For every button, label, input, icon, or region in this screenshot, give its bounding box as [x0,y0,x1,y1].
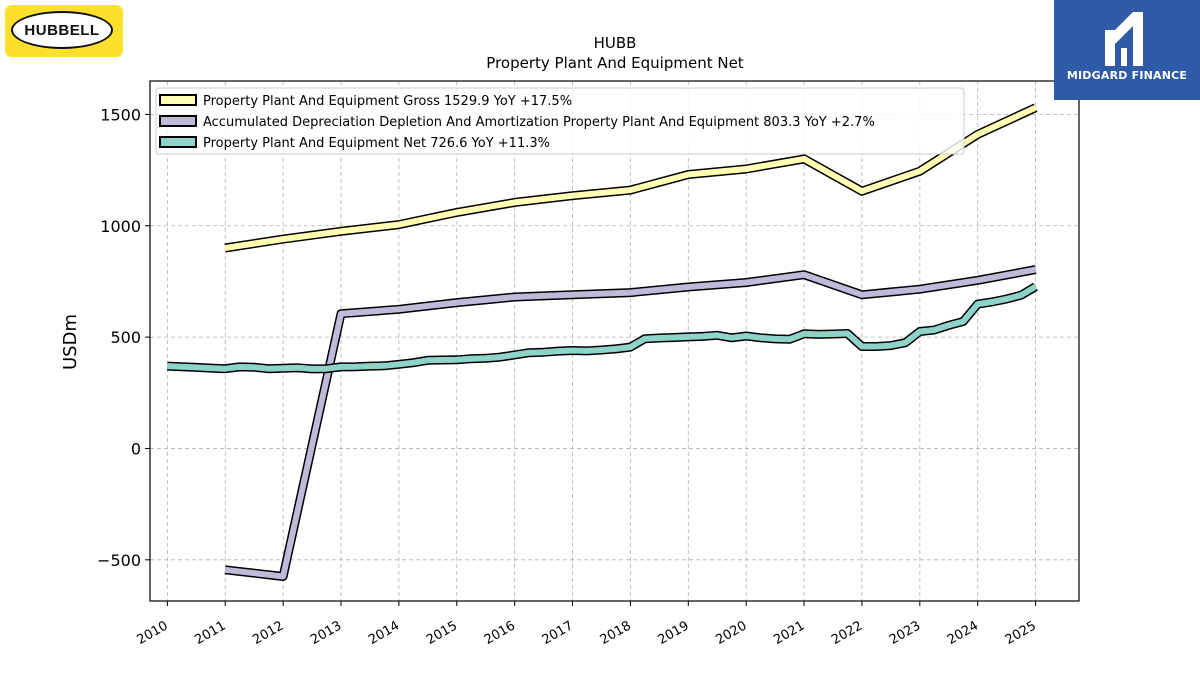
hubbell-logo: HUBBELL [5,5,123,57]
x-tick-label: 2015 [424,618,460,648]
series-line-fill [224,266,1037,580]
midgard-mark-icon [1105,12,1143,66]
y-axis-label: USDm [60,314,81,370]
chart-subtitle: Property Plant And Equipment Net [486,54,743,72]
x-tick-label: 2010 [135,618,171,648]
x-tick-label: 2011 [192,618,228,648]
x-tick-label: 2022 [829,618,865,648]
x-tick-label: 2021 [771,618,807,648]
legend-swatch [159,94,197,106]
chart-title: HUBB [594,34,637,52]
legend-swatch [159,115,197,127]
legend-entry: Property Plant And Equipment Net 726.6 Y… [203,136,550,151]
midgard-logo-text: MIDGARD FINANCE [1066,69,1188,82]
legend-box [155,87,965,155]
series-3-line [167,282,1038,374]
series-line-fill [167,284,1038,372]
hubbell-logo-text: HUBBELL [24,22,100,39]
y-tick-label: −500 [97,551,141,570]
series-2-line [224,265,1037,581]
y-tick-label: 0 [131,439,141,458]
series-line-fill [224,104,1037,251]
series-line-outline [167,282,1038,374]
y-tick-label: 500 [110,328,141,347]
plot-frame [149,80,1080,602]
legend-entry: Accumulated Depreciation Depletion And A… [203,115,875,130]
legend-swatch [159,136,197,148]
x-axis: 2010 2011 2012 2013 2014 2015 2016 2017 2018 2019… [135,601,1039,648]
x-tick-label: 2019 [655,618,691,648]
hubbell-globe-icon: HUBBELL [11,11,113,49]
legend: Property Plant And Equipment Gross 1529.… [155,87,965,155]
series-lines [167,103,1038,581]
x-tick-label: 2017 [540,618,576,648]
y-axis: −500 0 500 1000 1500 [97,105,150,570]
x-tick-label: 2023 [887,618,923,648]
y-tick-label: 1000 [100,217,141,236]
series-1-line [224,103,1038,253]
x-tick-label: 2012 [250,618,286,648]
x-tick-label: 2020 [713,618,749,648]
x-tick-label: 2016 [482,618,518,648]
midgard-finance-logo: MIDGARD FINANCE [1054,0,1200,100]
x-tick-label: 2024 [945,618,981,648]
x-tick-label: 2013 [308,618,344,648]
x-tick-label: 2025 [1003,618,1039,648]
x-tick-label: 2014 [366,618,402,648]
legend-entry: Property Plant And Equipment Gross 1529.… [203,94,572,109]
y-tick-label: 1500 [100,105,141,124]
x-tick-label: 2018 [598,618,634,648]
